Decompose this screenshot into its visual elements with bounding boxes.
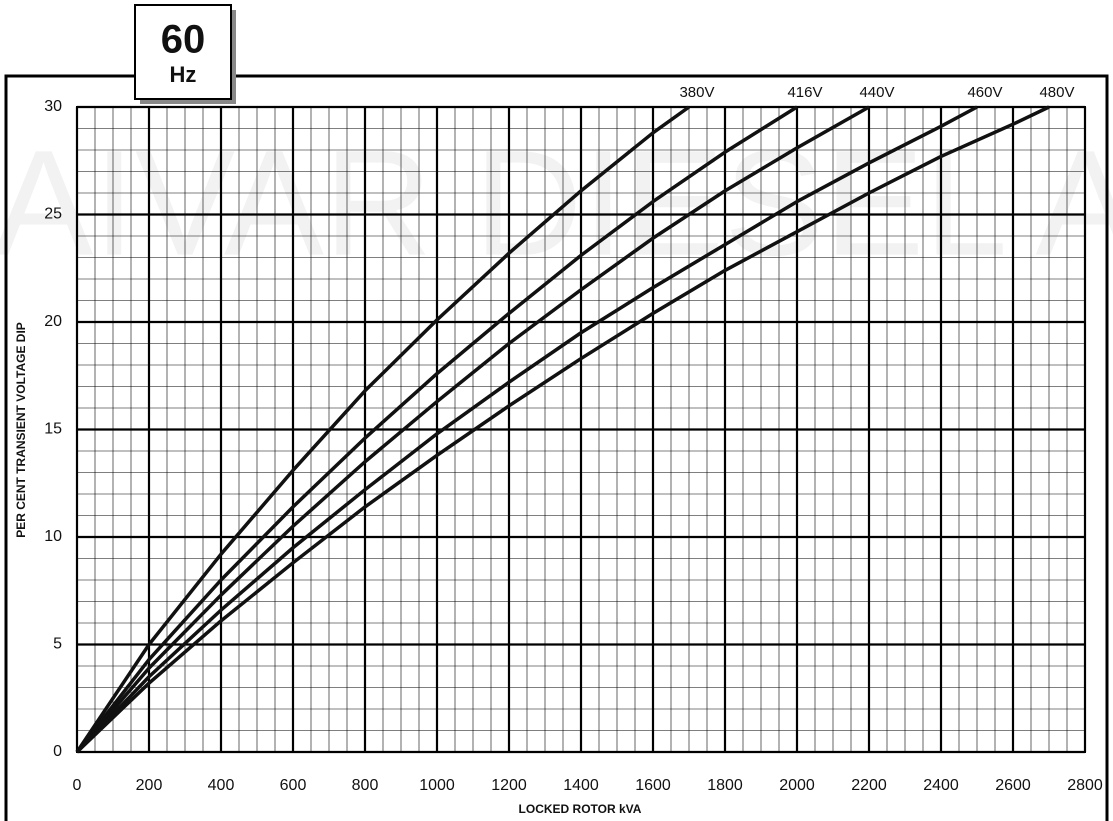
- badge: [134, 4, 232, 100]
- x-tick-label: 800: [352, 777, 379, 794]
- y-tick-label: 30: [44, 98, 62, 115]
- y-tick-label: 0: [53, 743, 62, 760]
- x-tick-label: 2000: [779, 777, 815, 794]
- badge-unit: Hz: [170, 62, 197, 87]
- x-tick-label: 2200: [851, 777, 887, 794]
- x-tick-label: 2800: [1067, 777, 1103, 794]
- frame: [4, 74, 1109, 821]
- x-axis-label: LOCKED ROTOR kVA: [519, 802, 642, 816]
- legend-label: 440V: [859, 84, 894, 101]
- legend-label: 416V: [787, 84, 822, 101]
- y-tick-label: 20: [44, 313, 62, 330]
- x-tick-label: 1400: [563, 777, 599, 794]
- y-tick-label: 25: [44, 206, 62, 223]
- badge-value: 60: [161, 18, 206, 62]
- watermark: PAIVAR DIESEL AS: [0, 119, 1113, 287]
- x-tick-label: 1000: [419, 777, 455, 794]
- x-tick-label: 400: [208, 777, 235, 794]
- line: [75, 105, 691, 753]
- x-tick-label: 1200: [491, 777, 527, 794]
- legend-label: 460V: [967, 84, 1002, 101]
- plot-border: [76, 106, 1086, 753]
- x-tick-label: 1800: [707, 777, 743, 794]
- legend-label: 480V: [1039, 84, 1074, 101]
- x-tick-label: 200: [136, 777, 163, 794]
- y-tick-label: 10: [44, 528, 62, 545]
- line: [75, 105, 1050, 754]
- x-tick-label: 1600: [635, 777, 671, 794]
- x-tick-label: 2600: [995, 777, 1031, 794]
- legend-label: 380V: [679, 84, 714, 101]
- line: [75, 105, 798, 754]
- line: [75, 105, 870, 754]
- y-axis-label: PER CENT TRANSIENT VOLTAGE DIP: [14, 322, 28, 538]
- y-tick-label: 5: [53, 636, 62, 653]
- line: [75, 105, 978, 754]
- x-tick-label: 0: [73, 777, 82, 794]
- x-tick-label: 600: [280, 777, 307, 794]
- y-tick-label: 15: [44, 421, 62, 438]
- x-tick-label: 2400: [923, 777, 959, 794]
